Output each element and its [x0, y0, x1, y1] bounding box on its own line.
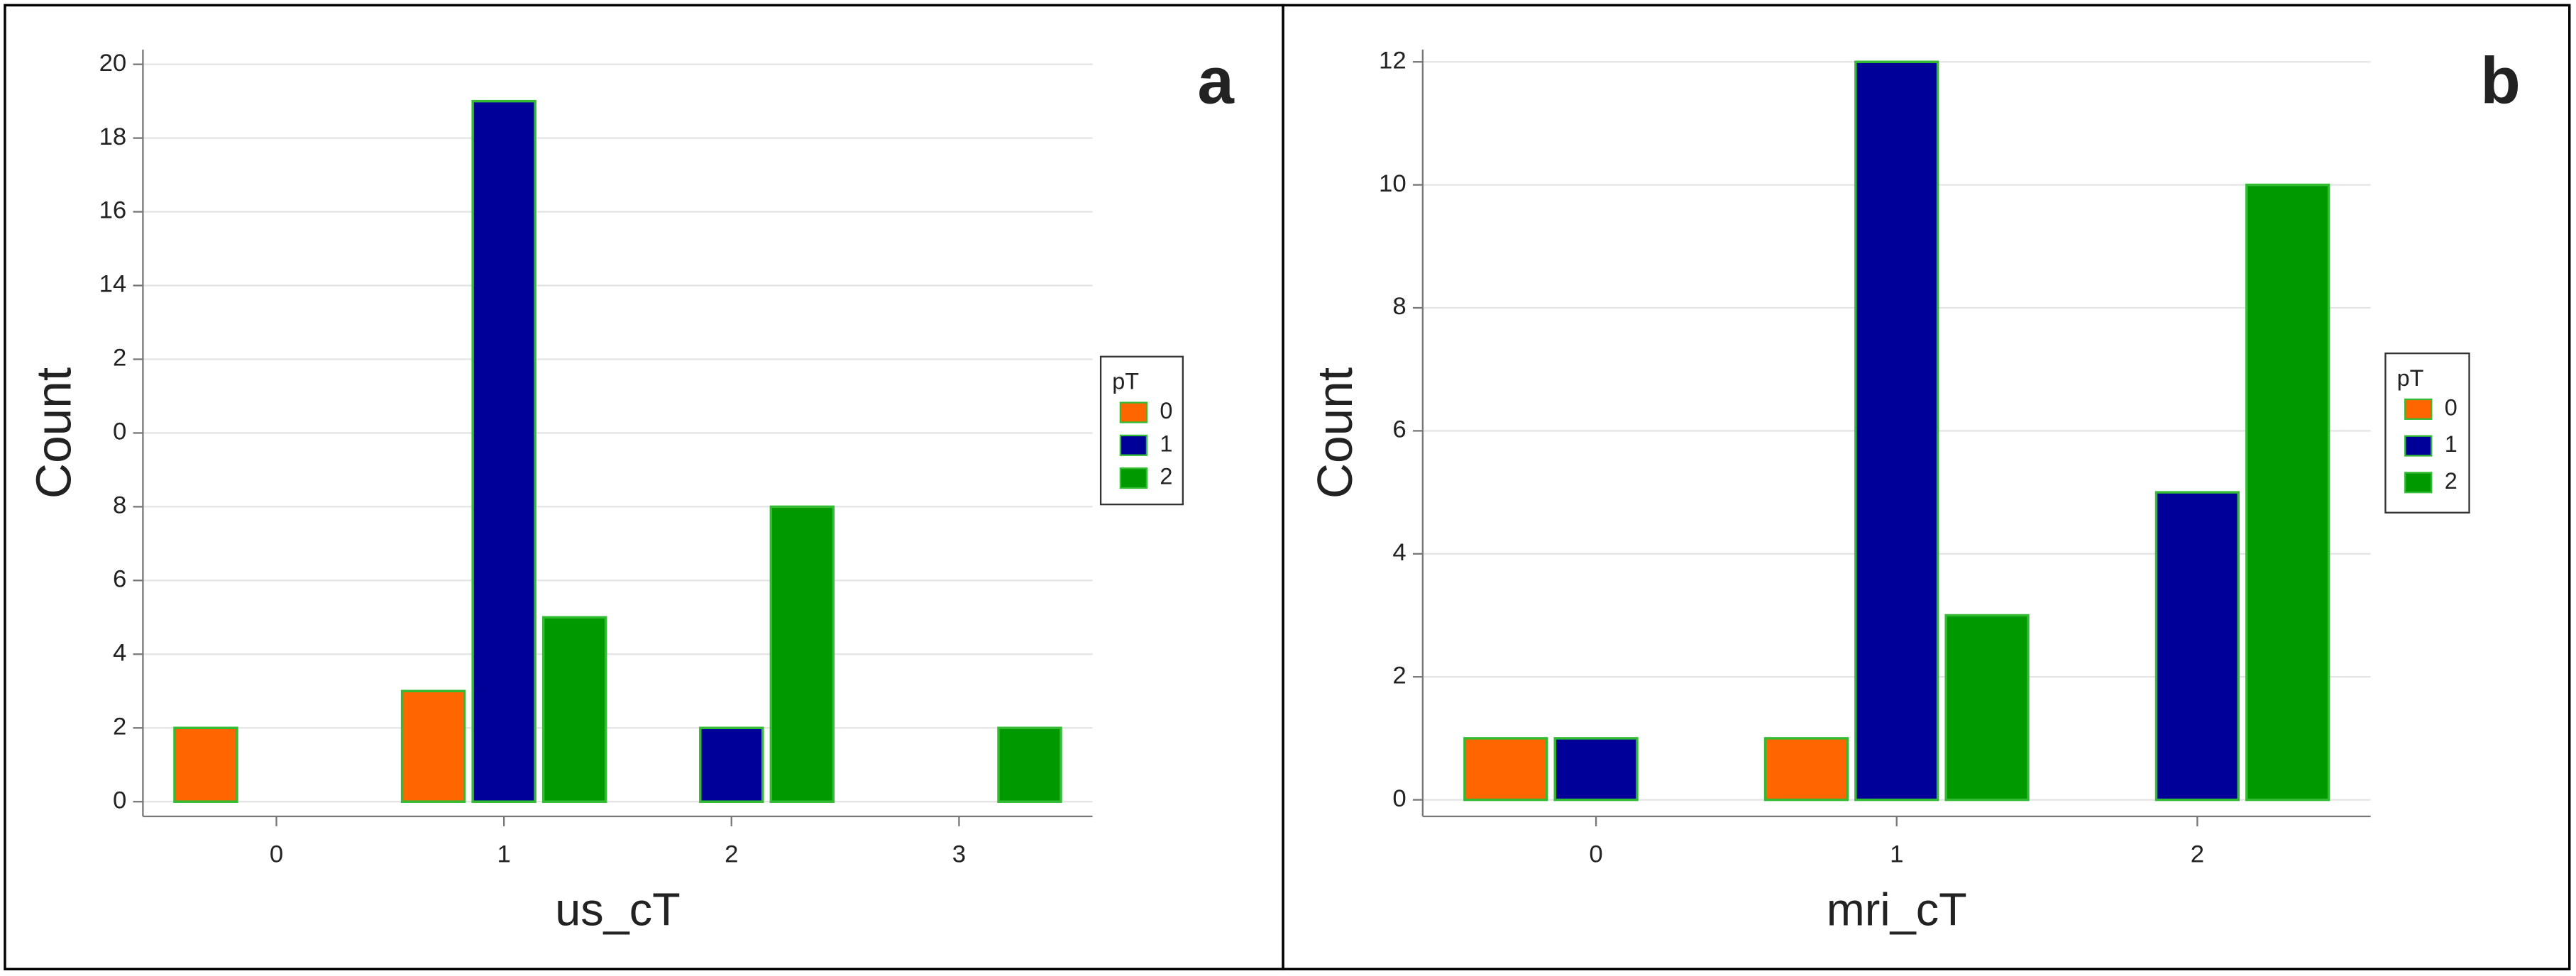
x-axis-label: us_cT — [555, 884, 681, 936]
x-tick-label: 0 — [1589, 841, 1602, 868]
bar — [400, 689, 466, 803]
y-tick-label: 6 — [113, 566, 126, 593]
legend-swatch — [2404, 435, 2433, 457]
bar — [997, 726, 1062, 803]
x-tick-label: 1 — [497, 841, 510, 868]
y-tick-label: 0 — [113, 418, 126, 445]
legend-label: 1 — [2445, 431, 2457, 457]
bar — [2245, 183, 2330, 802]
legend-box — [1099, 355, 1184, 506]
y-tick-label: 18 — [99, 123, 127, 150]
legend-swatch — [2404, 472, 2433, 494]
x-tick-label: 2 — [2191, 841, 2204, 868]
legend-swatch — [1119, 467, 1148, 489]
panel-frame — [4, 4, 1284, 971]
y-tick-label: 6 — [1392, 416, 1406, 443]
y-tick-label: 0 — [1392, 785, 1406, 812]
y-tick-label: 16 — [99, 197, 127, 224]
legend-label: 0 — [2445, 394, 2457, 420]
x-tick-label: 1 — [1890, 841, 1903, 868]
legend-swatch — [1119, 401, 1148, 423]
y-tick-label: 2 — [113, 345, 126, 372]
legend-label: 2 — [2445, 468, 2457, 494]
x-axis-label: mri_cT — [1827, 884, 1967, 936]
y-tick-label: 20 — [99, 50, 127, 77]
x-tick-label: 3 — [952, 841, 966, 868]
bar — [1553, 737, 1639, 802]
y-tick-label: 2 — [113, 713, 126, 740]
legend-label: 0 — [1160, 398, 1172, 423]
y-tick-label: 8 — [113, 492, 126, 519]
legend-title: pT — [1112, 368, 1139, 394]
legend-title: pT — [2397, 365, 2424, 391]
x-tick-label: 0 — [270, 841, 283, 868]
y-tick-label: 10 — [1379, 170, 1407, 197]
x-tick-label: 2 — [725, 841, 738, 868]
bar — [541, 616, 607, 803]
bar — [1854, 60, 1939, 802]
legend-swatch — [1119, 434, 1148, 456]
y-tick-label: 8 — [1392, 293, 1406, 320]
bar — [471, 99, 536, 803]
y-tick-label: 2 — [1392, 662, 1406, 689]
legend-label: 2 — [1160, 464, 1172, 489]
y-tick-label: 14 — [99, 271, 127, 298]
y-tick-label: 4 — [113, 639, 126, 666]
panel-label: a — [1197, 43, 1235, 117]
bar — [769, 505, 835, 803]
y-tick-label: 0 — [113, 787, 126, 814]
bar — [2154, 491, 2240, 802]
bar — [1944, 614, 2030, 802]
y-tick-label: 12 — [1379, 47, 1407, 74]
bar — [1763, 737, 1849, 802]
bar — [173, 726, 238, 803]
panel-label: b — [2480, 43, 2521, 117]
legend-label: 1 — [1160, 431, 1172, 456]
y-tick-label: 4 — [1392, 539, 1406, 566]
legend-swatch — [2404, 398, 2433, 420]
bar — [1463, 737, 1548, 802]
y-axis-label: Count — [26, 367, 81, 499]
bar — [699, 726, 764, 803]
y-axis-label: Count — [1307, 367, 1363, 499]
